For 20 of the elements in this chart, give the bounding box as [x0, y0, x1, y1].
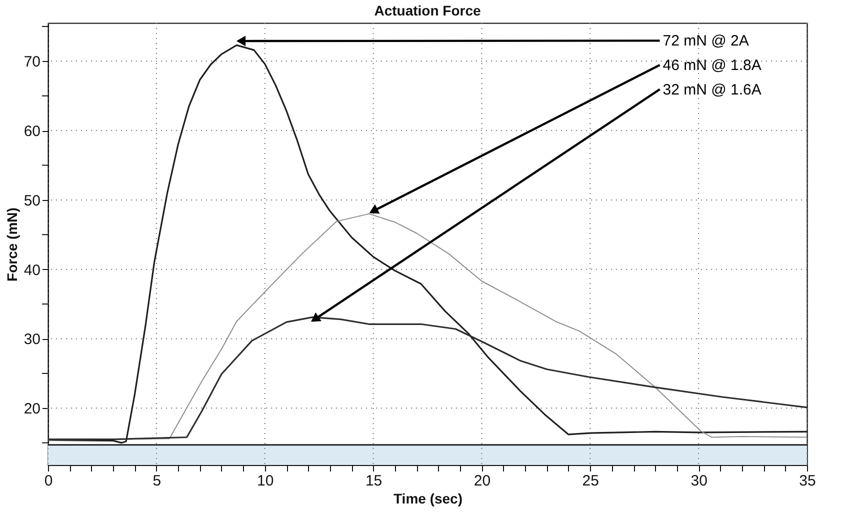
x-tick-label: 15 [365, 472, 382, 490]
x-tick-label: 30 [690, 472, 708, 490]
annotation: 72 mN @ 2A [662, 32, 749, 50]
x-tick-label: 35 [799, 472, 816, 490]
annotation: 32 mN @ 1.6A [662, 81, 762, 98]
x-tick-label: 5 [152, 472, 162, 490]
y-tick-label: 40 [24, 262, 40, 279]
x-tick-label: 25 [582, 472, 599, 490]
y-tick-label: 70 [24, 54, 40, 71]
x-tick-label: 10 [257, 472, 274, 490]
y-axis-title: Force (mN) [4, 208, 20, 282]
y-tick-label: 50 [24, 192, 40, 210]
x-tick-label: 0 [44, 472, 53, 490]
x-axis-title: Time (sec) [394, 490, 462, 506]
y-tick-label: 20 [24, 400, 40, 418]
chart-title: Actuation Force [374, 2, 481, 18]
x-tick-label: 20 [474, 472, 491, 490]
annotation: 46 mN @ 1.8A [662, 56, 762, 74]
y-tick-label: 60 [24, 123, 40, 140]
y-tick-label: 30 [24, 331, 40, 348]
